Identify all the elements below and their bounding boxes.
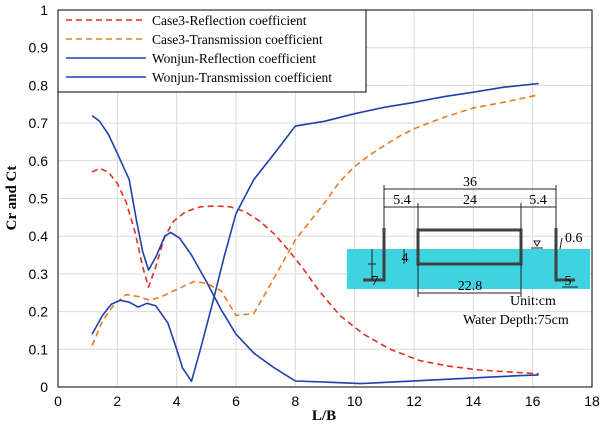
legend-label-2: Case3-Transmission coefficient (152, 32, 323, 47)
y-tick-labels: 0 0.1 0.2 0.3 0.4 0.5 0.6 0.7 0.8 0.9 1 (29, 2, 49, 395)
dim-bottom-width: 22.8 (458, 279, 483, 294)
floating-box (416, 228, 523, 266)
y-tick-label: 0.7 (29, 115, 49, 131)
y-tick-label: 0.2 (29, 304, 49, 320)
x-tick-labels: 0 2 4 6 8 10 12 14 16 18 (54, 393, 600, 409)
y-tick-label: 1 (40, 2, 48, 18)
legend: Case3-Reflection coefficient Case3-Transm… (57, 9, 367, 93)
x-axis-title: L/B (312, 408, 336, 424)
structure-inset: 36 5.4 24 5.4 0.6 4 7 22.8 5 Unit:cm Wat… (347, 175, 590, 328)
dim-left-gap: 5.4 (393, 193, 411, 208)
series-line-3 (91, 114, 539, 385)
x-tick-label: 0 (54, 393, 62, 409)
y-tick-label: 0.8 (29, 77, 49, 93)
x-tick-label: 12 (406, 393, 422, 409)
legend-label-3: Wonjun-Reflection coefficient (152, 51, 316, 66)
y-tick-label: 0.6 (29, 153, 49, 169)
x-tick-label: 2 (113, 393, 121, 409)
x-tick-label: 8 (291, 393, 299, 409)
dim-right-gap: 5.4 (529, 193, 547, 208)
dim-wall-depth: 7 (372, 274, 379, 289)
x-tick-label: 6 (232, 393, 240, 409)
series-layer (91, 82, 539, 385)
unit-note: Unit:cm (510, 294, 556, 309)
x-tick-label: 16 (525, 393, 541, 409)
dim-draft: 4 (402, 251, 409, 266)
y-tick-label: 0 (40, 379, 48, 395)
y-tick-label: 0.5 (29, 191, 49, 207)
depth-note: Water Depth:75cm (463, 313, 569, 328)
water-level-marker (533, 240, 541, 247)
dim-box-width: 24 (463, 193, 477, 208)
water-region (347, 249, 590, 289)
y-tick-label: 0.4 (29, 228, 49, 244)
x-tick-label: 18 (584, 393, 600, 409)
legend-label-1: Case3-Reflection coefficient (152, 13, 307, 28)
y-tick-label: 0.9 (29, 40, 49, 56)
legend-label-4: Wonjun-Transmission coefficient (152, 70, 332, 85)
series-line-4 (91, 82, 539, 383)
legend-box (57, 9, 367, 93)
dimension-lines (368, 185, 578, 297)
series-line-2 (91, 94, 539, 346)
dim-freeboard: 0.6 (565, 231, 583, 246)
y-axis-title: Cr and Ct (4, 166, 20, 231)
left-wall (363, 228, 386, 282)
y-tick-label: 0.3 (29, 266, 49, 282)
x-tick-label: 10 (347, 393, 363, 409)
dim-total-width: 36 (463, 175, 477, 190)
x-tick-label: 4 (173, 393, 181, 409)
series-line-1 (91, 167, 539, 375)
right-wall (554, 228, 575, 282)
y-tick-label: 0.1 (29, 341, 49, 357)
dim-wall-right: 5 (565, 274, 572, 289)
x-tick-label: 14 (466, 393, 482, 409)
